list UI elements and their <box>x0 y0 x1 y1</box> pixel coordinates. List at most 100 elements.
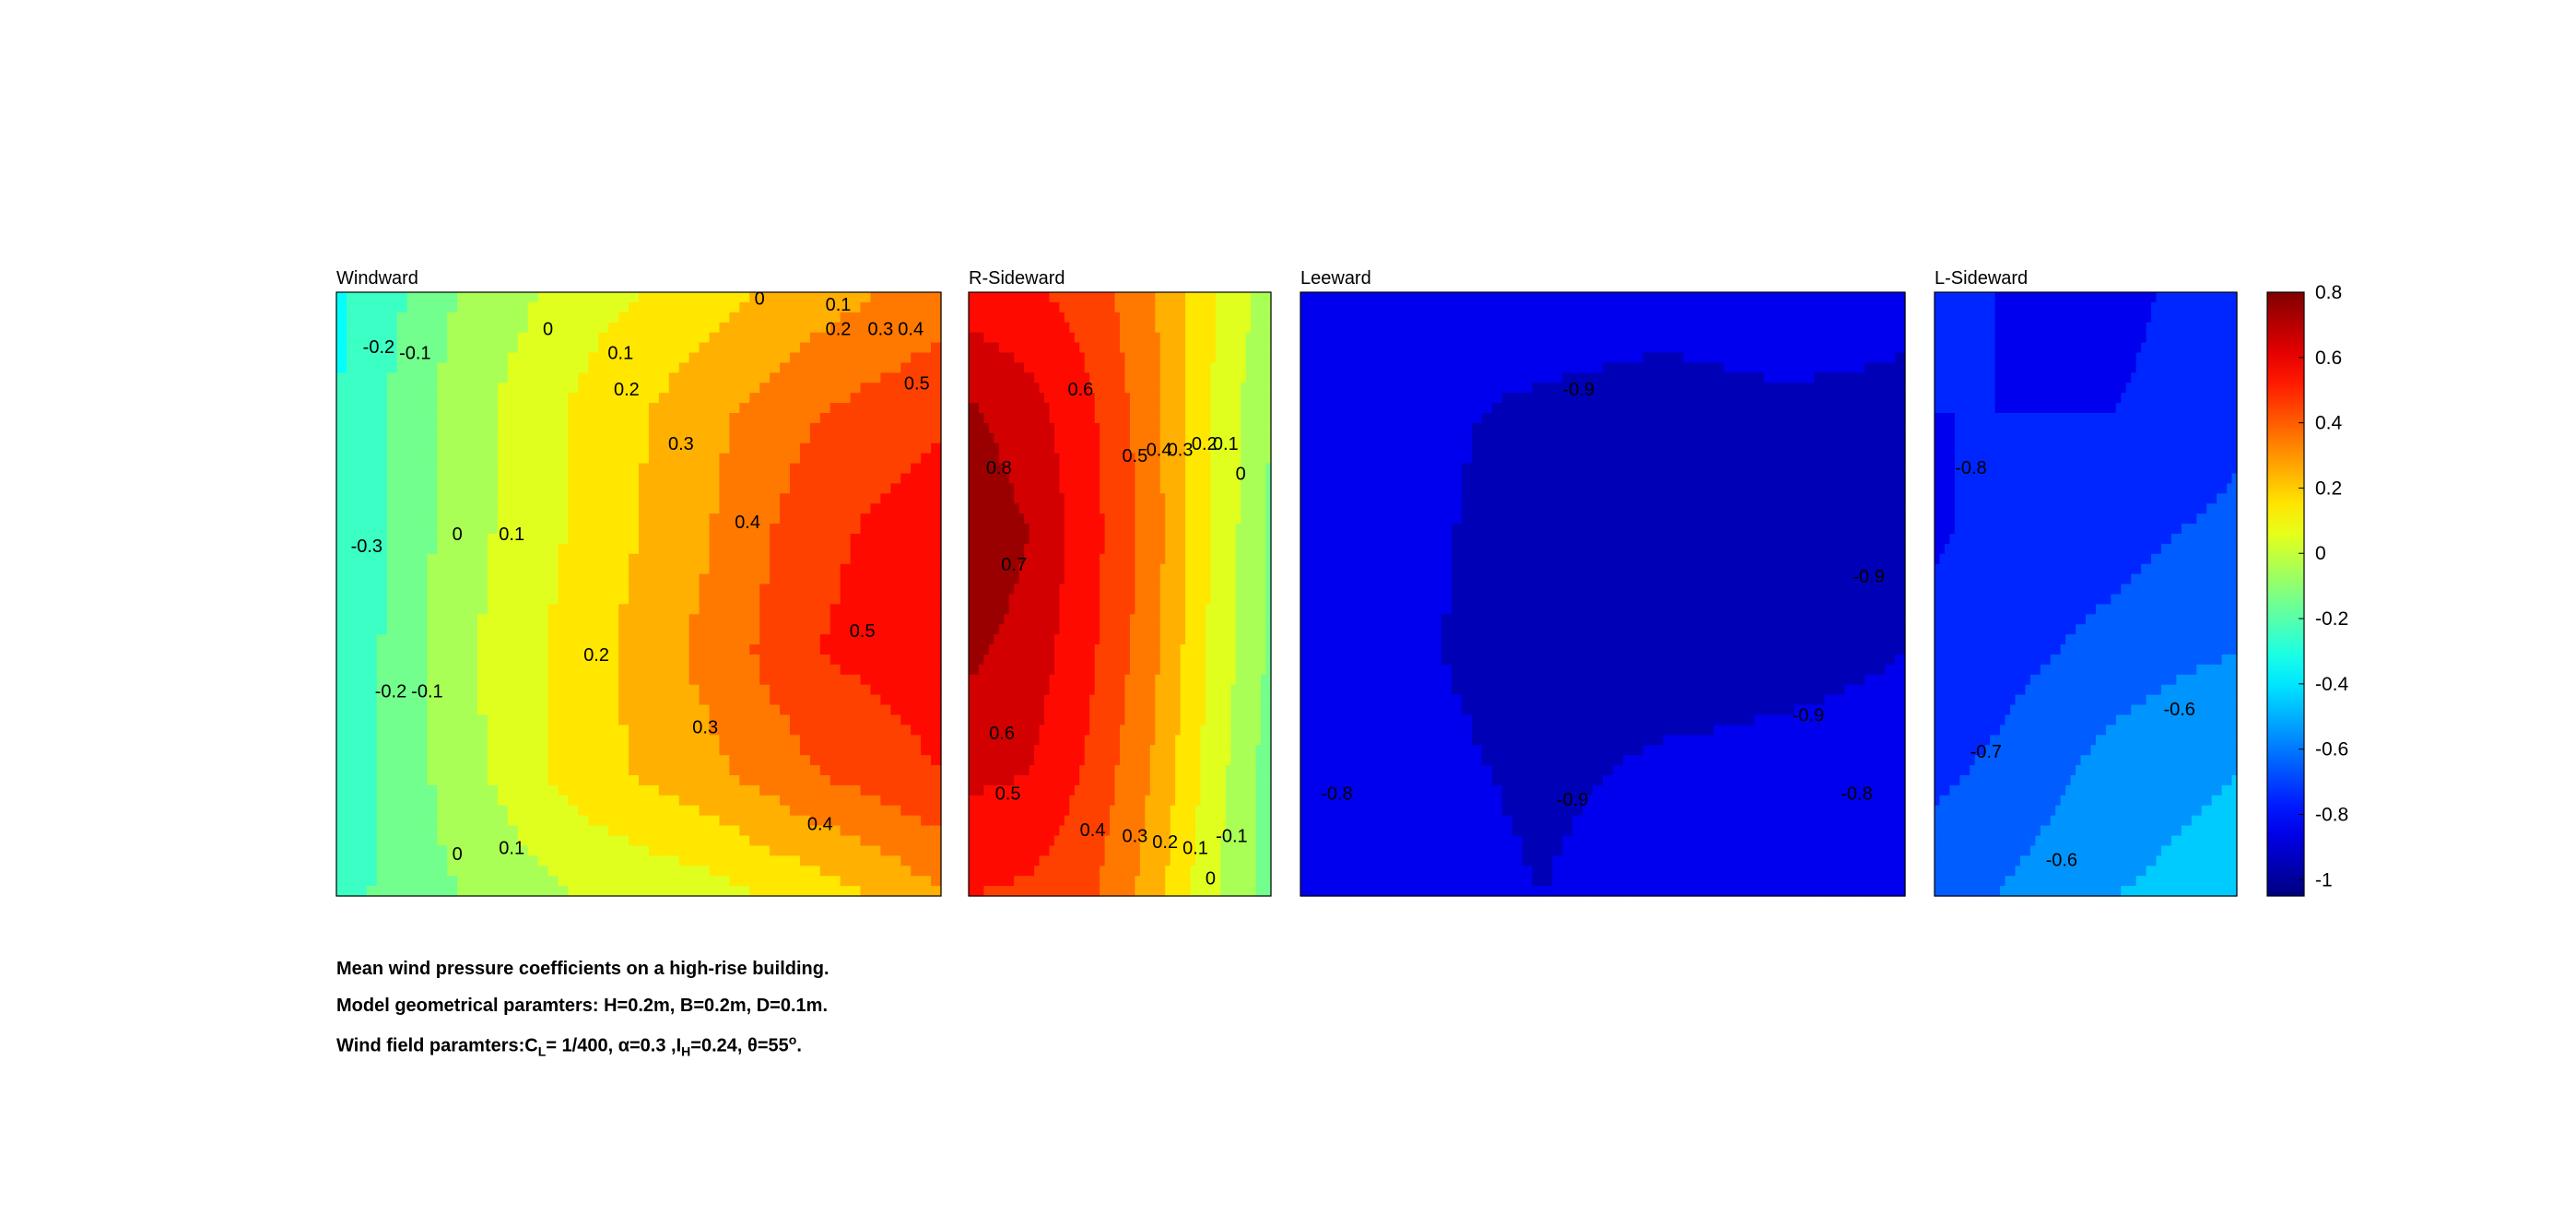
contour-cell <box>1195 322 1202 334</box>
contour-cell <box>870 553 881 565</box>
contour-cell <box>1053 362 1060 373</box>
contour-cell <box>1024 483 1030 494</box>
contour-cell <box>366 825 378 837</box>
contour-cell <box>678 503 690 514</box>
contour-cell <box>1049 372 1055 383</box>
contour-cell <box>668 704 680 716</box>
contour-cell <box>447 664 458 676</box>
contour-cell <box>719 866 730 877</box>
contour-cell <box>336 755 347 766</box>
contour-cell <box>618 383 629 394</box>
contour-cell <box>988 473 994 485</box>
contour-label: 0.4 <box>898 319 923 339</box>
contour-cell <box>890 604 901 615</box>
contour-cell <box>790 442 801 454</box>
contour-cell <box>983 383 990 394</box>
contour-cell <box>688 624 700 635</box>
contour-cell <box>729 453 740 465</box>
contour-cell <box>1069 483 1076 494</box>
contour-cell <box>1024 383 1030 394</box>
contour-cell <box>759 886 770 897</box>
contour-cell <box>366 503 378 514</box>
contour-cell <box>406 594 418 606</box>
contour-cell <box>457 413 468 424</box>
contour-cell <box>911 784 922 796</box>
contour-cell <box>759 835 770 847</box>
contour-cell <box>749 624 760 635</box>
contour-cell <box>709 513 721 525</box>
contour-cell <box>427 393 438 404</box>
contour-cell <box>709 835 721 847</box>
contour-cell <box>658 383 670 394</box>
contour-cell <box>890 352 901 364</box>
contour-cell <box>1135 503 1141 514</box>
contour-cell <box>608 372 619 383</box>
contour-cell <box>608 866 619 877</box>
contour-cell <box>809 524 821 535</box>
contour-cell <box>780 654 791 666</box>
contour-cell <box>1024 292 1030 303</box>
contour-cell <box>819 624 831 635</box>
contour-cell <box>770 383 781 394</box>
contour-cell <box>658 725 670 736</box>
contour-cell <box>931 332 942 344</box>
contour-cell <box>739 573 750 585</box>
contour-cell <box>517 855 529 866</box>
contour-cell <box>1200 301 1206 313</box>
contour-cell <box>517 584 529 595</box>
contour-cell <box>608 534 619 545</box>
contour-cell <box>608 886 619 897</box>
contour-cell <box>568 543 579 555</box>
contour-cell <box>396 594 408 606</box>
contour-cell <box>1165 442 1171 454</box>
contour-cell <box>558 513 570 525</box>
contour-cell <box>870 755 881 766</box>
contour-cell <box>1195 342 1202 354</box>
contour-cell <box>578 403 589 414</box>
contour-cell <box>799 784 811 796</box>
contour-cell <box>921 301 932 313</box>
contour-cell <box>739 513 750 525</box>
contour-cell <box>709 442 721 454</box>
contour-cell <box>780 473 791 485</box>
contour-cell <box>790 372 801 383</box>
contour-cell <box>819 644 831 655</box>
contour-cell <box>1135 362 1141 373</box>
contour-cell <box>890 725 901 736</box>
contour-cell <box>1145 513 1151 525</box>
contour-cell <box>568 432 579 444</box>
contour-cell <box>1220 352 1227 364</box>
contour-cell <box>850 553 862 565</box>
contour-cell <box>911 795 922 807</box>
contour-cell <box>1104 442 1111 454</box>
contour-cell <box>1120 372 1126 383</box>
contour-cell <box>517 573 529 585</box>
contour-cell <box>598 805 609 817</box>
contour-cell <box>568 775 579 786</box>
contour-cell <box>790 342 801 354</box>
contour-cell <box>969 403 975 414</box>
contour-cell <box>618 594 629 606</box>
contour-cell <box>1255 332 1262 344</box>
contour-cell <box>1200 352 1206 364</box>
contour-cell <box>336 584 347 595</box>
contour-cell <box>729 342 740 354</box>
contour-cell <box>1074 493 1080 504</box>
contour-cell <box>437 513 448 525</box>
contour-cell <box>457 835 468 847</box>
contour-cell <box>1014 483 1020 494</box>
contour-cell <box>1225 483 1231 494</box>
contour-cell <box>457 372 468 383</box>
contour-cell <box>759 322 770 334</box>
contour-cell <box>860 342 872 354</box>
contour-cell <box>497 745 509 756</box>
contour-cell <box>890 473 901 485</box>
contour-cell <box>1159 322 1166 334</box>
contour-cell <box>447 473 458 485</box>
contour-cell <box>417 413 428 424</box>
contour-cell <box>376 352 388 364</box>
contour-cell <box>1008 322 1015 334</box>
contour-cell <box>749 815 760 827</box>
contour-cell <box>507 534 519 545</box>
contour-cell <box>618 312 629 324</box>
